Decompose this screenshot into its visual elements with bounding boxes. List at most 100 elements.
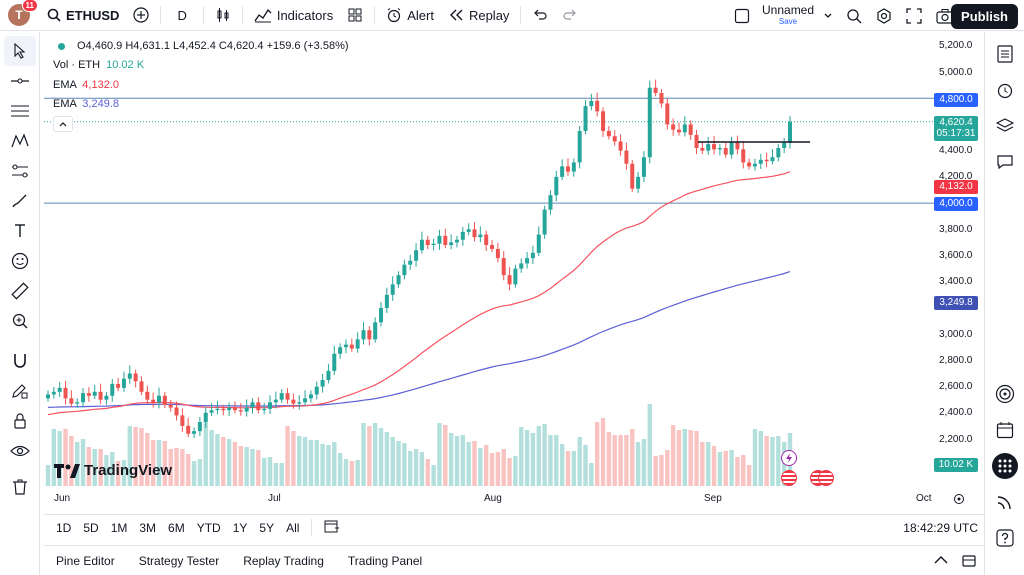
ema-fast-legend[interactable]: EMA 4,132.0 (53, 79, 119, 91)
volume-bar (472, 441, 477, 486)
volume-bar (104, 455, 109, 486)
delete-tool[interactable] (0, 472, 40, 502)
volume-bar (454, 436, 460, 486)
watchlist-button[interactable] (985, 36, 1024, 72)
templates-button[interactable] (340, 0, 370, 31)
range-5y[interactable]: 5Y (259, 520, 275, 535)
price-chart[interactable] (44, 34, 934, 514)
redo-button[interactable] (555, 0, 585, 31)
ideas-button[interactable] (985, 376, 1024, 412)
goto-date-button[interactable] (311, 519, 346, 536)
divider (520, 6, 522, 24)
interval-button[interactable]: D (165, 0, 198, 31)
candle-body (688, 124, 693, 135)
volume-bar (776, 436, 781, 486)
visibility-tool[interactable] (0, 436, 40, 466)
compare-button[interactable] (126, 0, 156, 31)
zoom-tool[interactable] (0, 306, 40, 336)
candle-body (361, 330, 366, 340)
volume-bar (478, 448, 483, 486)
volume-bar (542, 424, 547, 486)
indicators-button[interactable]: Indicators (247, 0, 340, 31)
volume-bar (98, 449, 103, 486)
axis-settings-button[interactable] (953, 493, 965, 508)
range-3m[interactable]: 3M (139, 520, 157, 535)
layout-selector[interactable]: Unnamed Save (734, 0, 833, 31)
tab-pine-editor[interactable]: Pine Editor (56, 553, 115, 568)
collapse-legend-button[interactable] (53, 116, 73, 132)
us-flag-event-icon[interactable] (781, 470, 797, 486)
range-1d[interactable]: 1D (56, 520, 72, 535)
clock-utc[interactable]: 18:42:29 UTC (903, 520, 978, 535)
range-1m[interactable]: 1M (110, 520, 128, 535)
support-price-tag[interactable]: 4,000.0 (934, 197, 978, 211)
apps-button[interactable] (985, 448, 1024, 484)
projection-tool[interactable] (0, 156, 40, 186)
x-tick: Jun (54, 493, 71, 504)
tradingview-logo[interactable]: TradingView (54, 462, 172, 479)
candle-body (583, 106, 588, 131)
candle-body (624, 150, 629, 164)
volume-bar (659, 455, 664, 486)
volume-bar (577, 437, 582, 486)
lock-tool[interactable] (0, 406, 40, 436)
chevron-up-icon[interactable] (934, 555, 948, 565)
text-tool[interactable] (0, 216, 40, 246)
candle-body (232, 407, 237, 411)
settings-gear-icon[interactable] (876, 7, 892, 24)
cursor-tool[interactable] (4, 36, 36, 66)
undo-button[interactable] (525, 0, 555, 31)
candle-body (571, 162, 576, 172)
pattern-tool[interactable] (0, 126, 40, 156)
tab-replay-trading[interactable]: Replay Trading (243, 553, 324, 568)
resistance-price-tag[interactable]: 4,800.0 (934, 93, 978, 107)
candle-body (69, 398, 74, 404)
calendar-button[interactable] (985, 412, 1024, 448)
candle-body (244, 407, 249, 412)
candle-body (227, 407, 232, 411)
grid-icon (348, 8, 362, 22)
chart-type-button[interactable] (208, 0, 238, 31)
us-flag-event-icon[interactable] (818, 470, 834, 486)
volume-bar (635, 442, 641, 486)
emoji-tool[interactable] (0, 246, 40, 276)
magnet-tool[interactable] (0, 346, 40, 376)
maximize-panel-icon[interactable] (962, 554, 976, 567)
quick-search-icon[interactable] (846, 8, 862, 24)
publish-button[interactable]: Publish (951, 4, 1018, 29)
volume-bar (320, 444, 325, 486)
tab-trading-panel[interactable]: Trading Panel (347, 553, 423, 568)
streams-button[interactable] (985, 484, 1024, 520)
chat-button[interactable] (985, 144, 1024, 180)
range-6m[interactable]: 6M (168, 520, 185, 535)
brush-tool[interactable] (0, 186, 40, 216)
range-5d[interactable]: 5D (83, 520, 99, 535)
object-tree-button[interactable] (985, 108, 1024, 144)
volume-bar (221, 437, 226, 486)
trend-line-tool[interactable] (0, 66, 40, 96)
range-ytd[interactable]: YTD (196, 520, 221, 535)
measure-tool[interactable] (0, 276, 40, 306)
symbol-search[interactable]: ETHUSD (40, 0, 126, 31)
candle-body (139, 381, 144, 392)
ema-fast-label: EMA (53, 79, 77, 91)
fullscreen-icon[interactable] (906, 7, 922, 24)
event-lightning-icon[interactable] (781, 450, 797, 466)
replay-button[interactable]: Replay (441, 0, 516, 31)
lock-drawing-tool[interactable] (0, 376, 40, 406)
user-avatar[interactable]: T 11 (8, 0, 38, 26)
range-all[interactable]: All (286, 520, 300, 535)
x-tick: Oct (916, 493, 932, 504)
volume-bar (308, 440, 314, 486)
volume-bar (367, 426, 372, 486)
tab-strategy-tester[interactable]: Strategy Tester (138, 553, 220, 568)
alert-button[interactable]: Alert (379, 0, 441, 31)
ema-slow-legend[interactable]: EMA 3,249.8 (53, 98, 119, 110)
y-tick: 3,600.0 (939, 250, 973, 261)
candle-body (379, 307, 384, 323)
range-1y[interactable]: 1Y (232, 520, 248, 535)
alerts-button[interactable] (985, 72, 1024, 108)
candle-body (297, 402, 302, 404)
help-button[interactable] (985, 520, 1024, 556)
fib-tool[interactable] (0, 96, 40, 126)
